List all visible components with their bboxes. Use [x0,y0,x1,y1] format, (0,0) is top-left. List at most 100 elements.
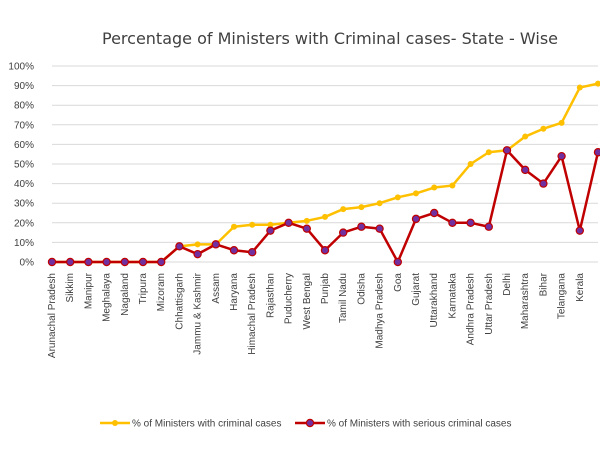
data-point [156,257,166,267]
data-point [393,257,402,267]
data-point [448,218,457,227]
series-line [52,149,600,264]
series-criminal-cases [49,80,600,265]
data-point [120,257,130,267]
x-tick-label: Assam [211,273,222,304]
data-point [320,246,330,255]
legend-item: % of Ministers with criminal cases [100,419,281,430]
data-point [267,221,274,228]
y-axis: 0% 10% 20% 30% 40% 50% 60% 70% 80% 90% 100% [8,62,34,269]
series-serious-criminal-cases [47,146,600,267]
data-point [484,222,493,231]
data-point [431,184,438,191]
data-point [540,125,547,132]
x-tick-label: Arunachal Pradesh [47,273,58,358]
x-tick-label: Kerala [575,273,586,302]
data-point [557,151,566,161]
data-point [593,148,600,157]
x-tick-label: Odisha [356,273,367,305]
data-point [466,218,475,227]
x-tick-label: Delhi [502,273,513,296]
y-tick-label: 70% [14,120,34,131]
y-tick-label: 100% [8,62,34,73]
x-tick-label: Nagaland [120,273,131,316]
data-point [376,200,383,207]
data-point [539,179,548,188]
y-tick-label: 90% [14,81,34,92]
x-tick-label: West Bengal [302,273,313,330]
data-point [302,224,311,233]
x-tick-label: Mizoram [156,273,167,311]
data-point [467,161,474,167]
x-tick-label: Tripura [138,273,149,305]
data-point [411,214,421,224]
data-point [249,221,256,228]
x-axis: Arunachal Pradesh Sikkim Manipur Meghalaya N… [47,272,586,358]
legend-label: % of Ministers with criminal cases [132,419,281,430]
data-point [322,213,328,220]
x-tick-label: Uttarakhand [429,273,440,327]
y-tick-label: 30% [14,199,34,210]
data-point [521,165,530,175]
series-layer [47,80,600,267]
grid-layer [52,65,598,263]
data-point [211,240,220,249]
data-point [502,146,512,155]
x-tick-label: Tamil Nadu [338,273,349,323]
x-tick-label: Puducherry [284,273,295,324]
y-tick-label: 50% [14,160,34,171]
data-point [266,226,275,235]
data-point [229,246,239,255]
x-tick-label: Madhya Pradesh [375,273,386,349]
x-tick-label: Chhattisgarh [174,273,185,330]
data-point [303,217,310,224]
chart-title: Percentage of Ministers with Criminal ca… [102,29,558,48]
legend-item: % of Ministers with serious criminal cas… [295,419,512,430]
data-point [357,222,366,231]
x-tick-label: Gujarat [411,273,422,306]
data-point [339,228,348,237]
data-point [65,257,75,267]
data-point [522,133,529,140]
x-tick-label: Rajasthan [265,273,276,318]
x-tick-label: Telangana [557,273,568,320]
data-point [576,84,583,91]
data-point [575,226,585,235]
x-tick-label: Haryana [229,273,240,311]
y-tick-label: 60% [14,140,34,151]
data-point [430,208,439,218]
data-point [558,119,565,126]
x-tick-label: Bihar [538,272,549,296]
x-tick-label: Jammu & Kashmir [193,272,204,354]
x-tick-label: Punjab [320,273,331,305]
x-tick-label: Maharashtra [520,273,531,330]
x-tick-label: Meghalaya [102,273,113,322]
data-point [194,241,201,248]
x-tick-label: Himachal Pradesh [247,273,258,355]
y-tick-label: 80% [14,101,34,112]
data-point [485,149,492,156]
x-tick-label: Sikkim [65,273,76,302]
data-point [102,257,111,267]
data-point [284,218,293,227]
series-line [52,82,599,264]
data-point [84,257,93,267]
legend-label: % of Ministers with serious criminal cas… [327,419,512,430]
data-point [340,206,347,213]
data-point [375,224,384,233]
x-tick-label: Goa [393,273,404,292]
data-point [47,257,57,267]
data-point [175,242,184,251]
data-point [231,223,237,230]
y-tick-label: 20% [14,218,34,229]
legend-marker [305,418,315,428]
data-point [595,80,600,87]
legend: % of Ministers with criminal cases % of M… [100,419,512,430]
data-point [193,249,202,259]
y-tick-label: 40% [14,179,34,190]
data-point [449,182,456,189]
data-point [138,257,148,267]
data-point [358,204,365,211]
